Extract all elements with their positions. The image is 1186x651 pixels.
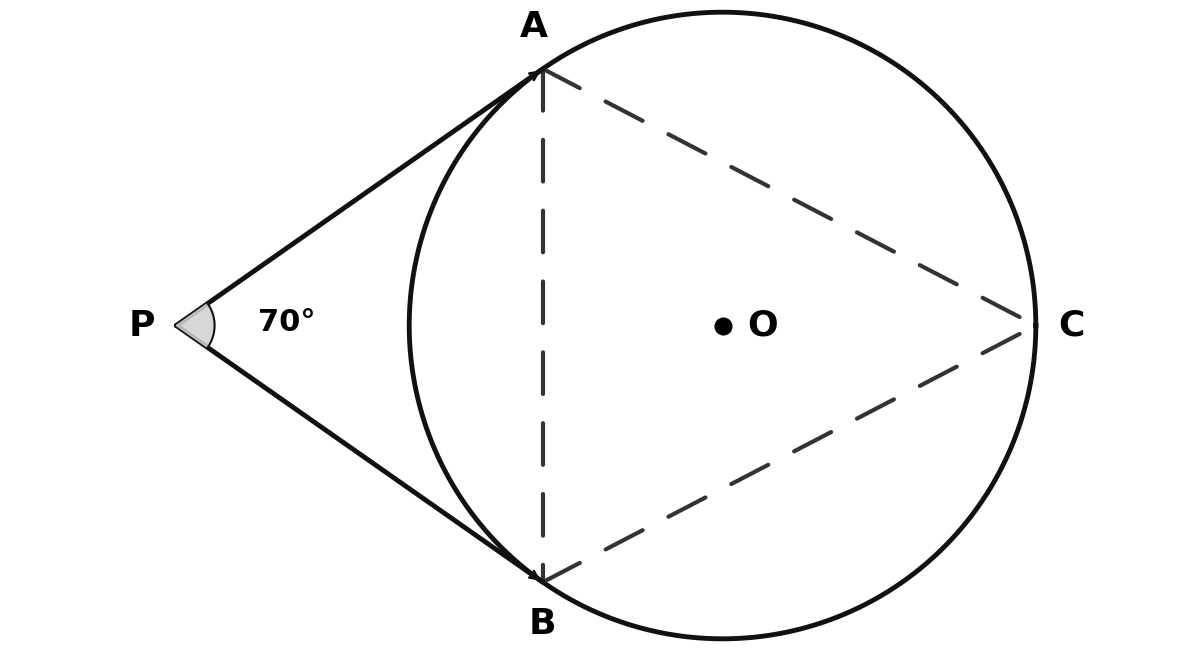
Text: P: P [129, 309, 155, 342]
Text: 70°: 70° [259, 307, 315, 337]
Polygon shape [177, 303, 215, 348]
Text: C: C [1058, 309, 1085, 342]
Text: B: B [529, 607, 556, 641]
Text: O: O [747, 309, 778, 342]
Text: A: A [521, 10, 548, 44]
